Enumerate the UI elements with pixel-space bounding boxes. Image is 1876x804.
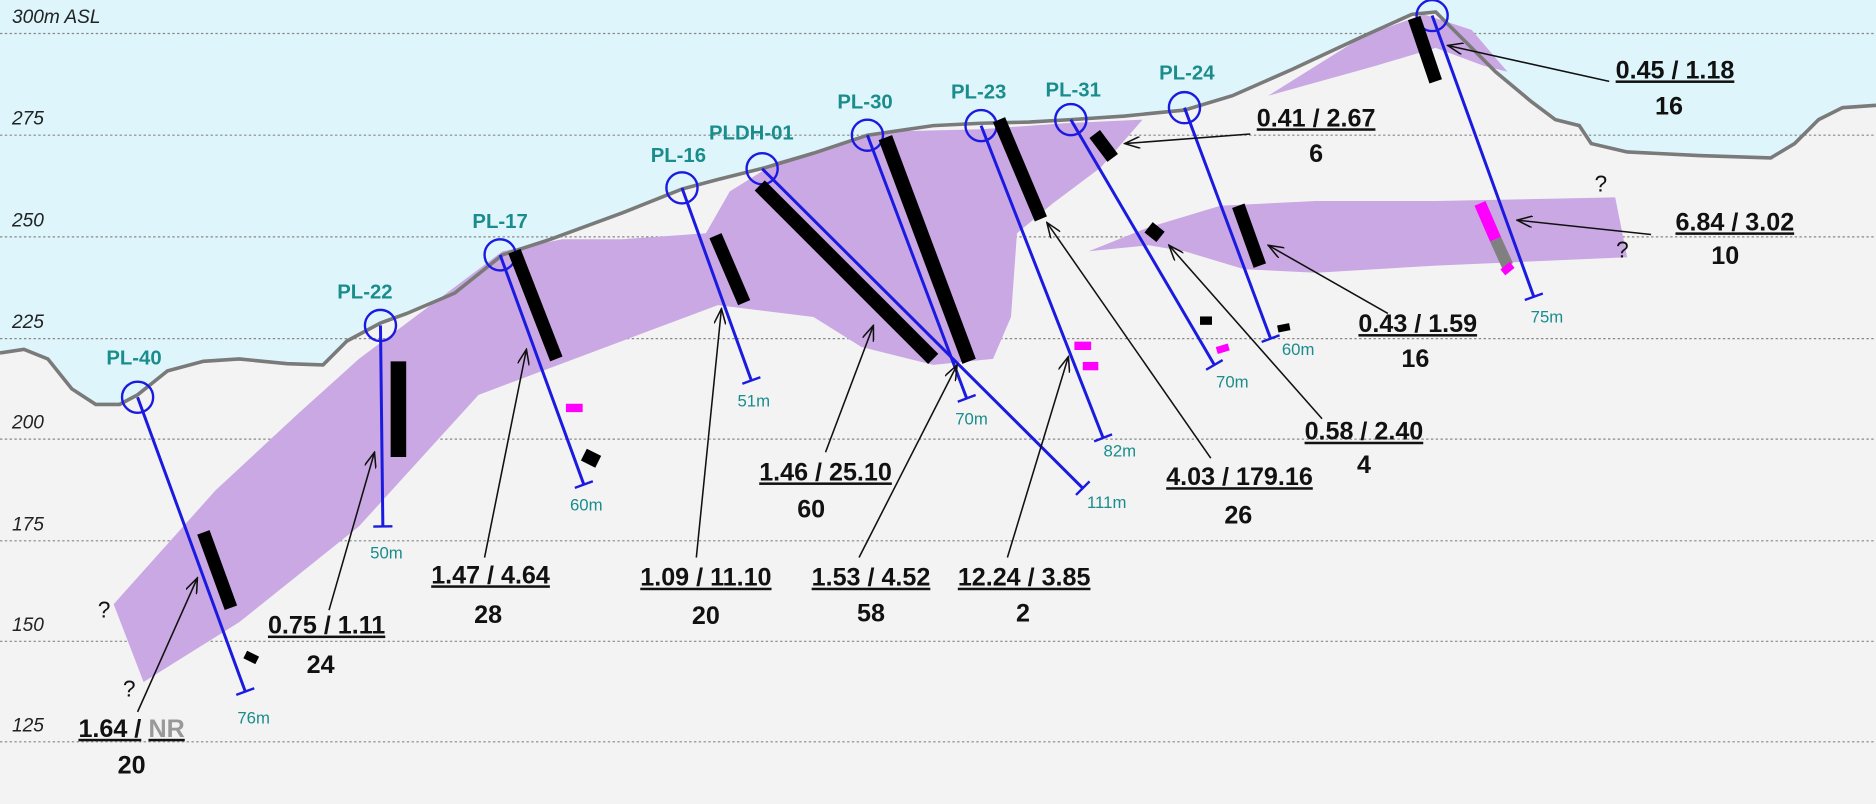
elevation-label: 250 — [11, 210, 44, 231]
intercept-grade: 6.84 / 3.02 — [1675, 208, 1794, 236]
hole-depth: 60m — [1282, 340, 1315, 359]
hole-name: PL-24 — [1159, 63, 1215, 85]
intercept-width: 20 — [118, 752, 146, 780]
hole-depth: 70m — [955, 409, 988, 428]
intercept-grade: 0.41 / 2.67 — [1257, 104, 1376, 132]
grade-value: 1.64 / — [78, 714, 141, 742]
intercept-width: 26 — [1224, 501, 1252, 529]
cross-section: 300m ASL 275 250 225 200 175 150 125 PL-40 76m PL… — [0, 0, 1876, 804]
hole-depth: 60m — [570, 496, 603, 515]
elevation-label: 150 — [12, 615, 44, 636]
hole-name: PL-31 — [1046, 79, 1101, 101]
hole-name: PL-30 — [837, 91, 892, 113]
intercept-width: 60 — [797, 496, 825, 524]
hole-depth: 111m — [1087, 493, 1126, 512]
intercept-width: 24 — [307, 651, 335, 679]
intercept-width: 16 — [1401, 345, 1429, 373]
intercept-width: 2 — [1016, 600, 1030, 628]
elevation-label: 300m ASL — [12, 7, 101, 28]
intercept-width: 20 — [692, 602, 720, 630]
intercept-grade: 1.47 / 4.64 — [431, 561, 550, 589]
intercept-grade: 1.09 / 11.10 — [640, 564, 771, 592]
hole-depth: 50m — [370, 543, 403, 562]
hole-depth: 70m — [1216, 372, 1249, 391]
hole-name: PL-16 — [651, 145, 706, 167]
hole-name: PL-40 — [106, 347, 161, 369]
hole-name: PL-23 — [951, 82, 1006, 104]
intercept-grade: 0.75 / 1.11 — [268, 612, 385, 640]
intercept-grade: 12.24 / 3.85 — [958, 564, 1091, 592]
elevation-label: 175 — [12, 514, 44, 535]
intercept-width: 28 — [474, 601, 502, 629]
intercept-width: 16 — [1655, 92, 1683, 120]
question-mark: ? — [123, 675, 136, 701]
intercept-grade: 1.53 / 4.52 — [812, 564, 931, 592]
hole-depth: 82m — [1104, 442, 1137, 461]
intercept-bar — [1505, 266, 1510, 272]
hole-name: PL-22 — [337, 282, 392, 304]
page: {"elevations": ["300m ASL", "275", "250"… — [0, 0, 1876, 804]
intercept-grade: 4.03 / 179.16 — [1166, 463, 1313, 491]
elevation-label: 225 — [11, 312, 44, 333]
intercept-grade: 0.43 / 1.59 — [1358, 310, 1477, 338]
intercept-bar — [584, 455, 598, 462]
intercept-bar — [1217, 347, 1229, 351]
question-mark: ? — [98, 596, 111, 622]
intercept-grade: 1.64 /NR — [78, 714, 184, 742]
question-mark: ? — [1616, 236, 1629, 262]
intercept-bar — [1278, 327, 1290, 329]
intercept-width: 58 — [857, 600, 885, 628]
elevation-label: 275 — [11, 109, 44, 130]
hole-depth: 75m — [1531, 308, 1564, 327]
intercept-bar — [245, 654, 257, 660]
intercept-grade: 1.46 / 25.10 — [759, 458, 892, 486]
hole-depth: 51m — [737, 391, 770, 410]
intercept-grade: 0.58 / 2.40 — [1305, 418, 1424, 446]
elevation-label: 125 — [12, 715, 44, 736]
hole-name: PL-17 — [472, 211, 527, 233]
intercept-width: 6 — [1309, 140, 1323, 168]
intercept-width: 4 — [1357, 451, 1371, 479]
hole-depth: 76m — [237, 708, 270, 727]
hole-name: PLDH-01 — [709, 122, 794, 144]
elevation-label: 200 — [11, 413, 44, 434]
grade-note: NR — [148, 714, 184, 742]
intercept-bar — [1149, 227, 1161, 237]
intercept-grade: 0.45 / 1.18 — [1616, 56, 1735, 84]
question-mark: ? — [1595, 170, 1608, 196]
intercept-width: 10 — [1711, 242, 1739, 270]
